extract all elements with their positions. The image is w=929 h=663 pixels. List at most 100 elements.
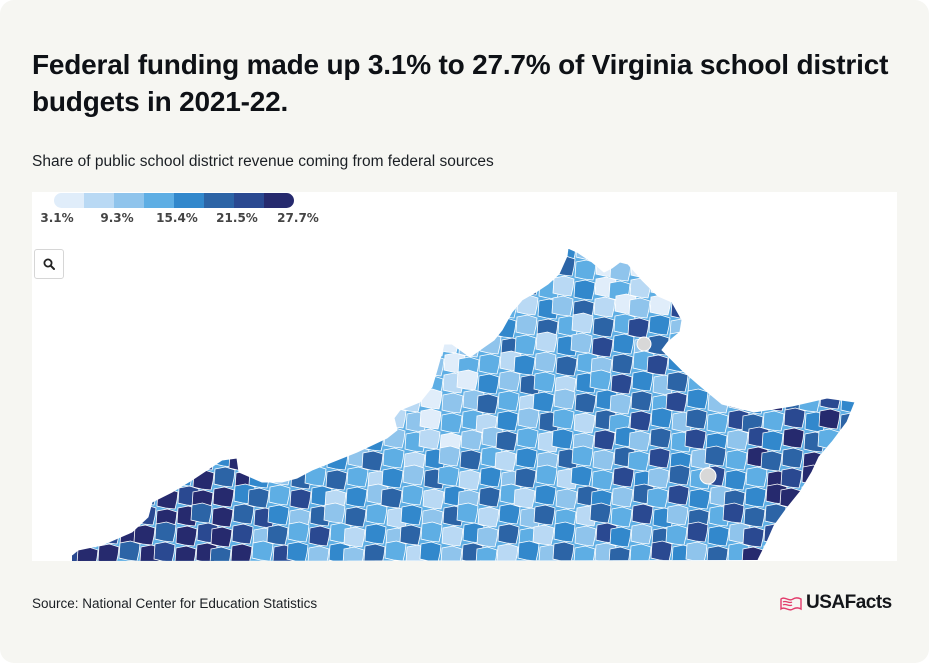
county-region[interactable] xyxy=(82,426,105,448)
county-region[interactable] xyxy=(646,487,669,509)
county-region[interactable] xyxy=(117,427,140,449)
county-region[interactable] xyxy=(271,298,294,320)
county-region[interactable] xyxy=(133,391,156,413)
county-region[interactable] xyxy=(171,332,194,354)
county-region[interactable] xyxy=(705,299,728,321)
county-region[interactable] xyxy=(156,488,179,510)
county-region[interactable] xyxy=(437,465,460,487)
county-region[interactable] xyxy=(285,428,308,450)
county-region[interactable] xyxy=(196,389,219,411)
county-region[interactable] xyxy=(327,429,350,451)
county-region[interactable] xyxy=(229,430,252,452)
county-region[interactable] xyxy=(155,243,178,264)
county-region[interactable] xyxy=(173,299,196,321)
county-region[interactable] xyxy=(154,255,177,277)
county-region[interactable] xyxy=(251,274,274,296)
county-region[interactable] xyxy=(247,354,270,376)
county-region[interactable] xyxy=(761,430,784,452)
county-region[interactable] xyxy=(555,488,578,510)
county-region[interactable] xyxy=(175,392,198,414)
county-region[interactable] xyxy=(477,241,500,262)
county-region[interactable] xyxy=(477,373,500,395)
county-region[interactable] xyxy=(97,410,120,432)
county-region[interactable] xyxy=(497,523,520,545)
county-region[interactable] xyxy=(648,447,671,469)
county-region[interactable] xyxy=(137,318,160,340)
county-region[interactable] xyxy=(819,255,842,277)
county-region[interactable] xyxy=(819,521,842,543)
county-region[interactable] xyxy=(99,503,122,525)
county-region[interactable] xyxy=(517,540,540,561)
county-region[interactable] xyxy=(783,540,806,561)
county-region[interactable] xyxy=(213,333,236,355)
county-region[interactable] xyxy=(344,506,367,528)
county-region[interactable] xyxy=(442,240,465,261)
county-region[interactable] xyxy=(552,275,575,297)
county-region[interactable] xyxy=(344,373,367,395)
county-region[interactable] xyxy=(690,315,713,337)
county-region[interactable] xyxy=(762,410,785,432)
county-region[interactable] xyxy=(158,448,181,470)
county-region[interactable] xyxy=(400,371,423,393)
county-region[interactable] xyxy=(495,297,518,319)
county-region[interactable] xyxy=(95,450,118,472)
county-region[interactable] xyxy=(840,525,862,547)
county-region[interactable] xyxy=(610,241,633,262)
county-region[interactable] xyxy=(344,241,367,262)
county-region[interactable] xyxy=(838,432,860,454)
county-region[interactable] xyxy=(836,465,858,487)
county-region[interactable] xyxy=(799,504,822,526)
county-region[interactable] xyxy=(611,353,634,375)
county-region[interactable] xyxy=(154,521,177,543)
county-region[interactable] xyxy=(133,524,156,546)
county-region[interactable] xyxy=(817,295,840,317)
county-region[interactable] xyxy=(120,242,143,263)
county-region[interactable] xyxy=(419,541,442,561)
county-region[interactable] xyxy=(666,239,689,260)
county-region[interactable] xyxy=(232,370,255,392)
county-region[interactable] xyxy=(325,336,348,358)
county-region[interactable] xyxy=(64,256,86,278)
county-region[interactable] xyxy=(64,389,86,411)
county-region[interactable] xyxy=(190,502,213,524)
county-region[interactable] xyxy=(118,540,141,561)
county-region[interactable] xyxy=(139,278,162,300)
county-region[interactable] xyxy=(839,279,861,301)
county-region[interactable] xyxy=(154,388,177,410)
county-region[interactable] xyxy=(177,352,200,374)
county-region[interactable] xyxy=(210,393,233,415)
county-region[interactable] xyxy=(329,256,352,278)
county-region[interactable] xyxy=(627,317,650,339)
county-region[interactable] xyxy=(744,486,767,508)
county-region[interactable] xyxy=(838,299,860,321)
county-region[interactable] xyxy=(233,350,256,372)
county-region[interactable] xyxy=(800,484,823,506)
county-region[interactable] xyxy=(708,372,731,394)
county-region[interactable] xyxy=(364,390,387,412)
county-region[interactable] xyxy=(724,469,747,491)
county-region[interactable] xyxy=(780,334,803,356)
county-region[interactable] xyxy=(593,429,616,451)
county-region[interactable] xyxy=(571,312,594,334)
county-region[interactable] xyxy=(476,526,499,548)
county-region[interactable] xyxy=(97,543,120,561)
county-region[interactable] xyxy=(818,541,841,561)
county-region[interactable] xyxy=(251,540,274,561)
county-region[interactable] xyxy=(837,312,859,334)
county-region[interactable] xyxy=(192,469,215,491)
county-region[interactable] xyxy=(647,467,670,489)
county-region[interactable] xyxy=(232,238,255,259)
county-region[interactable] xyxy=(120,374,143,396)
county-region[interactable] xyxy=(250,294,273,316)
county-region[interactable] xyxy=(386,242,409,263)
county-region[interactable] xyxy=(382,447,405,469)
county-region[interactable] xyxy=(211,373,234,395)
county-region[interactable] xyxy=(650,540,673,561)
county-region[interactable] xyxy=(248,334,271,356)
county-region[interactable] xyxy=(800,351,823,373)
county-region[interactable] xyxy=(210,526,233,548)
county-region[interactable] xyxy=(79,353,102,375)
county-region[interactable] xyxy=(116,447,139,469)
county-region[interactable] xyxy=(804,544,827,561)
county-region[interactable] xyxy=(783,274,806,296)
